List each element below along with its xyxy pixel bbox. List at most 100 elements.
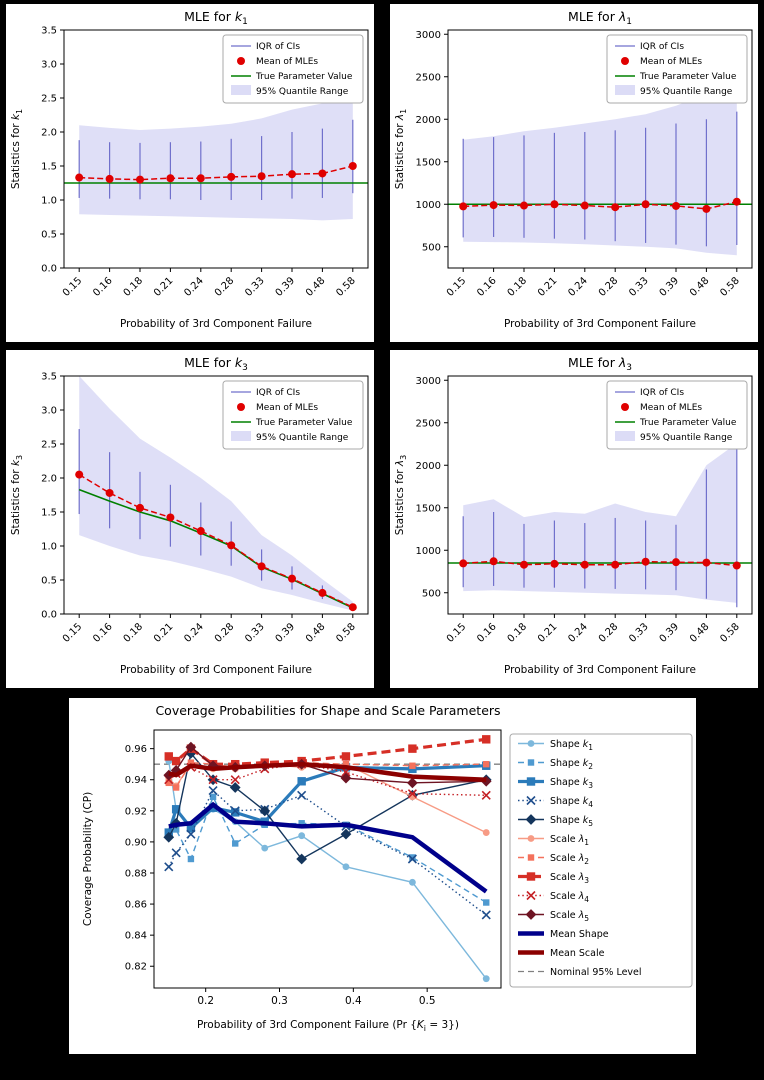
svg-text:0.28: 0.28 bbox=[213, 275, 237, 299]
svg-text:2000: 2000 bbox=[416, 461, 441, 472]
svg-text:0.33: 0.33 bbox=[243, 275, 267, 299]
svg-text:2000: 2000 bbox=[416, 115, 441, 126]
svg-text:0.39: 0.39 bbox=[274, 621, 298, 645]
svg-text:Mean of MLEs: Mean of MLEs bbox=[256, 57, 318, 67]
svg-text:0.24: 0.24 bbox=[182, 621, 206, 645]
svg-text:3000: 3000 bbox=[416, 30, 441, 41]
chart-title: Coverage Probabilities for Shape and Sca… bbox=[155, 703, 500, 718]
svg-text:0.24: 0.24 bbox=[566, 621, 590, 645]
svg-text:IQR of CIs: IQR of CIs bbox=[640, 388, 684, 398]
y-axis-label: Statistics for λ1 bbox=[394, 109, 408, 189]
svg-text:0.18: 0.18 bbox=[506, 275, 530, 299]
coverage-plot: 0.82 0.84 0.86 0.88 0.90 0.92 0.94 0.96 0.2 0.3 0.… bbox=[82, 703, 693, 1033]
svg-text:1500: 1500 bbox=[416, 503, 441, 514]
chart-title: MLE for λ1 bbox=[568, 9, 632, 27]
svg-text:0.15: 0.15 bbox=[61, 621, 85, 645]
mle-k1-plot: 0.0 0.5 1.0 1.5 2.0 2.5 3.0 3.5 0.15 0.16 0.18 0.21… bbox=[10, 9, 369, 330]
svg-text:0.33: 0.33 bbox=[627, 275, 651, 299]
svg-text:True Parameter Value: True Parameter Value bbox=[639, 418, 737, 428]
svg-text:2500: 2500 bbox=[416, 418, 441, 429]
svg-text:0.48: 0.48 bbox=[304, 621, 328, 645]
y-axis-label: Statistics for k1 bbox=[10, 109, 24, 189]
svg-text:0.28: 0.28 bbox=[597, 621, 621, 645]
svg-text:Scale λ2: Scale λ2 bbox=[550, 853, 589, 866]
svg-text:Shape k3: Shape k3 bbox=[550, 777, 593, 790]
svg-text:0.48: 0.48 bbox=[688, 621, 712, 645]
svg-text:0.58: 0.58 bbox=[718, 621, 742, 645]
svg-text:0.15: 0.15 bbox=[445, 621, 469, 645]
svg-text:1.0: 1.0 bbox=[41, 542, 57, 553]
svg-text:1.5: 1.5 bbox=[41, 162, 57, 173]
svg-text:True Parameter Value: True Parameter Value bbox=[255, 418, 353, 428]
svg-text:IQR of CIs: IQR of CIs bbox=[640, 42, 684, 52]
x-axis-label: Probability of 3rd Component Failure bbox=[120, 318, 312, 330]
svg-text:0.28: 0.28 bbox=[213, 621, 237, 645]
svg-text:Scale λ3: Scale λ3 bbox=[550, 872, 589, 885]
svg-text:3000: 3000 bbox=[416, 376, 441, 387]
svg-text:95% Quantile Range: 95% Quantile Range bbox=[640, 433, 733, 443]
svg-text:3.0: 3.0 bbox=[41, 406, 57, 417]
svg-text:0.5: 0.5 bbox=[41, 230, 57, 241]
svg-text:Shape k2: Shape k2 bbox=[550, 758, 593, 771]
x-axis-label: Probability of 3rd Component Failure bbox=[120, 664, 312, 676]
svg-text:0.58: 0.58 bbox=[718, 275, 742, 299]
svg-text:0.84: 0.84 bbox=[125, 931, 147, 942]
chart-title: MLE for k3 bbox=[184, 355, 248, 373]
svg-text:0.21: 0.21 bbox=[536, 275, 560, 299]
svg-text:Shape k4: Shape k4 bbox=[550, 796, 593, 809]
svg-text:0.15: 0.15 bbox=[61, 275, 85, 299]
svg-text:IQR of CIs: IQR of CIs bbox=[256, 388, 300, 398]
svg-text:0.0: 0.0 bbox=[41, 610, 57, 621]
svg-text:0.21: 0.21 bbox=[536, 621, 560, 645]
figure-mle-k1: 0.0 0.5 1.0 1.5 2.0 2.5 3.0 3.5 0.15 0.16 0.18 0.21… bbox=[6, 4, 374, 342]
svg-text:0.4: 0.4 bbox=[345, 995, 362, 1007]
svg-text:0.39: 0.39 bbox=[274, 275, 298, 299]
svg-text:Mean of MLEs: Mean of MLEs bbox=[640, 57, 702, 67]
svg-text:95% Quantile Range: 95% Quantile Range bbox=[256, 433, 349, 443]
plot-area: 0.0 0.5 1.0 1.5 2.0 2.5 3.0 3.5 0.15 0.16 0.18 0.21… bbox=[41, 26, 369, 299]
svg-text:0.5: 0.5 bbox=[41, 576, 57, 587]
svg-text:1.0: 1.0 bbox=[41, 196, 57, 207]
svg-text:Shape k5: Shape k5 bbox=[550, 815, 593, 828]
svg-text:0.3: 0.3 bbox=[271, 995, 288, 1007]
mle-k3-plot: 0.0 0.5 1.0 1.5 2.0 2.5 3.0 3.5 0.15 0.16 0.18 0.21… bbox=[10, 355, 369, 676]
svg-text:Nominal 95% Level: Nominal 95% Level bbox=[550, 967, 642, 978]
svg-text:Shape k1: Shape k1 bbox=[550, 739, 593, 752]
x-axis-label: Probability of 3rd Component Failure bbox=[504, 318, 696, 330]
plot-area: 0.0 0.5 1.0 1.5 2.0 2.5 3.0 3.5 0.15 0.16 0.18 0.21… bbox=[41, 372, 369, 645]
svg-text:0.92: 0.92 bbox=[125, 806, 147, 817]
chart-title: MLE for λ3 bbox=[568, 355, 632, 373]
figure-mle-k3: 0.0 0.5 1.0 1.5 2.0 2.5 3.0 3.5 0.15 0.16 0.18 0.21… bbox=[6, 350, 374, 688]
x-axis-label: Probability of 3rd Component Failure bbox=[504, 664, 696, 676]
svg-text:2.5: 2.5 bbox=[41, 440, 57, 451]
svg-text:0.24: 0.24 bbox=[566, 275, 590, 299]
svg-text:0.48: 0.48 bbox=[304, 275, 328, 299]
x-axis-label: Probability of 3rd Component Failure (Pr… bbox=[197, 1019, 459, 1033]
svg-text:Mean of MLEs: Mean of MLEs bbox=[256, 403, 318, 413]
svg-text:0.90: 0.90 bbox=[125, 837, 147, 848]
svg-text:0.39: 0.39 bbox=[658, 275, 682, 299]
figure-coverage: 0.82 0.84 0.86 0.88 0.90 0.92 0.94 0.96 0.2 0.3 0.… bbox=[69, 698, 696, 1054]
svg-text:0.58: 0.58 bbox=[334, 275, 358, 299]
svg-text:0.86: 0.86 bbox=[125, 900, 147, 911]
svg-text:0.58: 0.58 bbox=[334, 621, 358, 645]
svg-text:Mean of MLEs: Mean of MLEs bbox=[640, 403, 702, 413]
svg-text:0.15: 0.15 bbox=[445, 275, 469, 299]
svg-text:3.5: 3.5 bbox=[41, 26, 57, 37]
svg-text:Mean Shape: Mean Shape bbox=[550, 929, 609, 940]
svg-text:True Parameter Value: True Parameter Value bbox=[255, 72, 353, 82]
svg-text:0.16: 0.16 bbox=[91, 621, 115, 645]
figure-mle-lambda1: 500 1000 1500 2000 2500 3000 0.15 0.16 0.18 0.21 0… bbox=[390, 4, 758, 342]
chart-title: MLE for k1 bbox=[184, 9, 248, 27]
svg-text:Scale λ5: Scale λ5 bbox=[550, 910, 589, 923]
y-axis-label: Coverage Probability (CP) bbox=[82, 792, 94, 926]
svg-text:0.18: 0.18 bbox=[122, 275, 146, 299]
svg-text:2.5: 2.5 bbox=[41, 94, 57, 105]
svg-text:500: 500 bbox=[422, 588, 441, 599]
svg-text:0.39: 0.39 bbox=[658, 621, 682, 645]
y-axis-label: Statistics for λ3 bbox=[394, 455, 408, 535]
svg-text:0.94: 0.94 bbox=[125, 775, 147, 786]
svg-text:2.0: 2.0 bbox=[41, 474, 57, 485]
